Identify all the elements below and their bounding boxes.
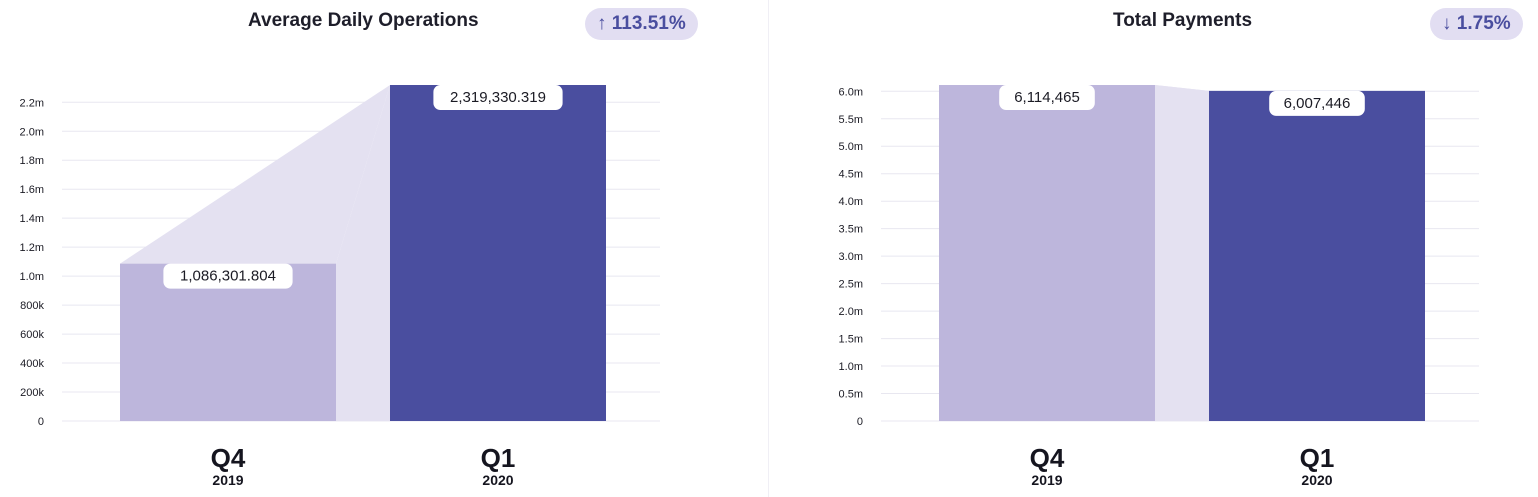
x-category-label: Q4 <box>211 443 246 473</box>
x-year-label: 2019 <box>1031 472 1062 488</box>
bar-chart-total-payments: 0 0.5m 1.0m 1.5m 2.0m 2.5m 3.0m 3.5m 4.0m 4.5m 5.0… <box>839 85 1479 488</box>
y-tick-label: 3.0m <box>839 251 863 263</box>
y-tick-label: 800k <box>20 300 44 312</box>
bar-q4 <box>939 85 1155 421</box>
y-tick-label: 200k <box>20 387 44 399</box>
y-tick-label: 3.5m <box>839 224 863 236</box>
chart-panel-total-payments: Total Payments ↓ 1.75% 0 0.5m 1.0m 1.5m 2.0m… <box>769 0 1538 497</box>
y-tick-label: 0.5m <box>839 389 863 401</box>
y-tick-label: 600k <box>20 329 44 341</box>
y-tick-label: 1.6m <box>20 184 44 196</box>
connector-band <box>1155 85 1209 421</box>
connector-band <box>336 85 390 421</box>
value-label: 6,007,446 <box>1284 95 1351 112</box>
x-year-label: 2019 <box>212 472 243 488</box>
x-category-label: Q1 <box>481 443 516 473</box>
value-label-bg <box>433 85 563 110</box>
bar-q4 <box>120 263 336 421</box>
y-tick-label: 2.0m <box>20 126 44 138</box>
value-label: 2,319,330.319 <box>450 89 546 106</box>
value-label-bg <box>999 85 1095 110</box>
bar-chart-average-daily-operations: 0 200k 400k 600k 800k 1.0m 1.2m 1.4m 1.6m 1.8m 2.0… <box>20 85 660 488</box>
y-tick-label: 0 <box>857 416 863 428</box>
bar-q1 <box>1209 90 1425 422</box>
panel-divider <box>768 0 769 497</box>
x-category-label: Q1 <box>1300 443 1335 473</box>
change-badge: ↑ 113.51% <box>585 8 698 40</box>
bar-q1 <box>390 85 606 421</box>
connector-band-top <box>120 85 390 264</box>
y-tick-label: 1.8m <box>20 155 44 167</box>
y-tick-label: 2.0m <box>839 306 863 318</box>
value-label-bg <box>163 263 293 289</box>
y-tick-label: 2.2m <box>20 97 44 109</box>
value-label: 6,114,465 <box>1014 89 1080 106</box>
chart-panel-average-daily-operations: Average Daily Operations ↑ 113.51% 0 200k… <box>0 0 768 497</box>
y-tick-label: 4.0m <box>839 196 863 208</box>
x-year-label: 2020 <box>1301 472 1332 488</box>
value-label: 1,086,301.804 <box>180 268 276 285</box>
y-tick-label: 0 <box>38 416 44 428</box>
y-tick-label: 400k <box>20 358 44 370</box>
value-label-bg <box>1269 90 1365 116</box>
x-category-label: Q4 <box>1030 443 1065 473</box>
y-tick-label: 1.5m <box>839 334 863 346</box>
y-tick-label: 5.0m <box>839 141 863 153</box>
x-year-label: 2020 <box>482 472 513 488</box>
chart-title: Total Payments <box>1113 10 1253 31</box>
y-tick-label: 1.0m <box>20 271 44 283</box>
y-tick-label: 1.0m <box>839 361 863 373</box>
y-tick-label: 2.5m <box>839 279 863 291</box>
y-tick-label: 1.4m <box>20 213 44 225</box>
change-badge: ↓ 1.75% <box>1430 8 1523 40</box>
y-tick-label: 5.5m <box>839 114 863 126</box>
y-tick-label: 6.0m <box>839 86 863 98</box>
y-tick-label: 1.2m <box>20 242 44 254</box>
y-tick-label: 4.5m <box>839 169 863 181</box>
chart-title: Average Daily Operations <box>248 10 479 31</box>
